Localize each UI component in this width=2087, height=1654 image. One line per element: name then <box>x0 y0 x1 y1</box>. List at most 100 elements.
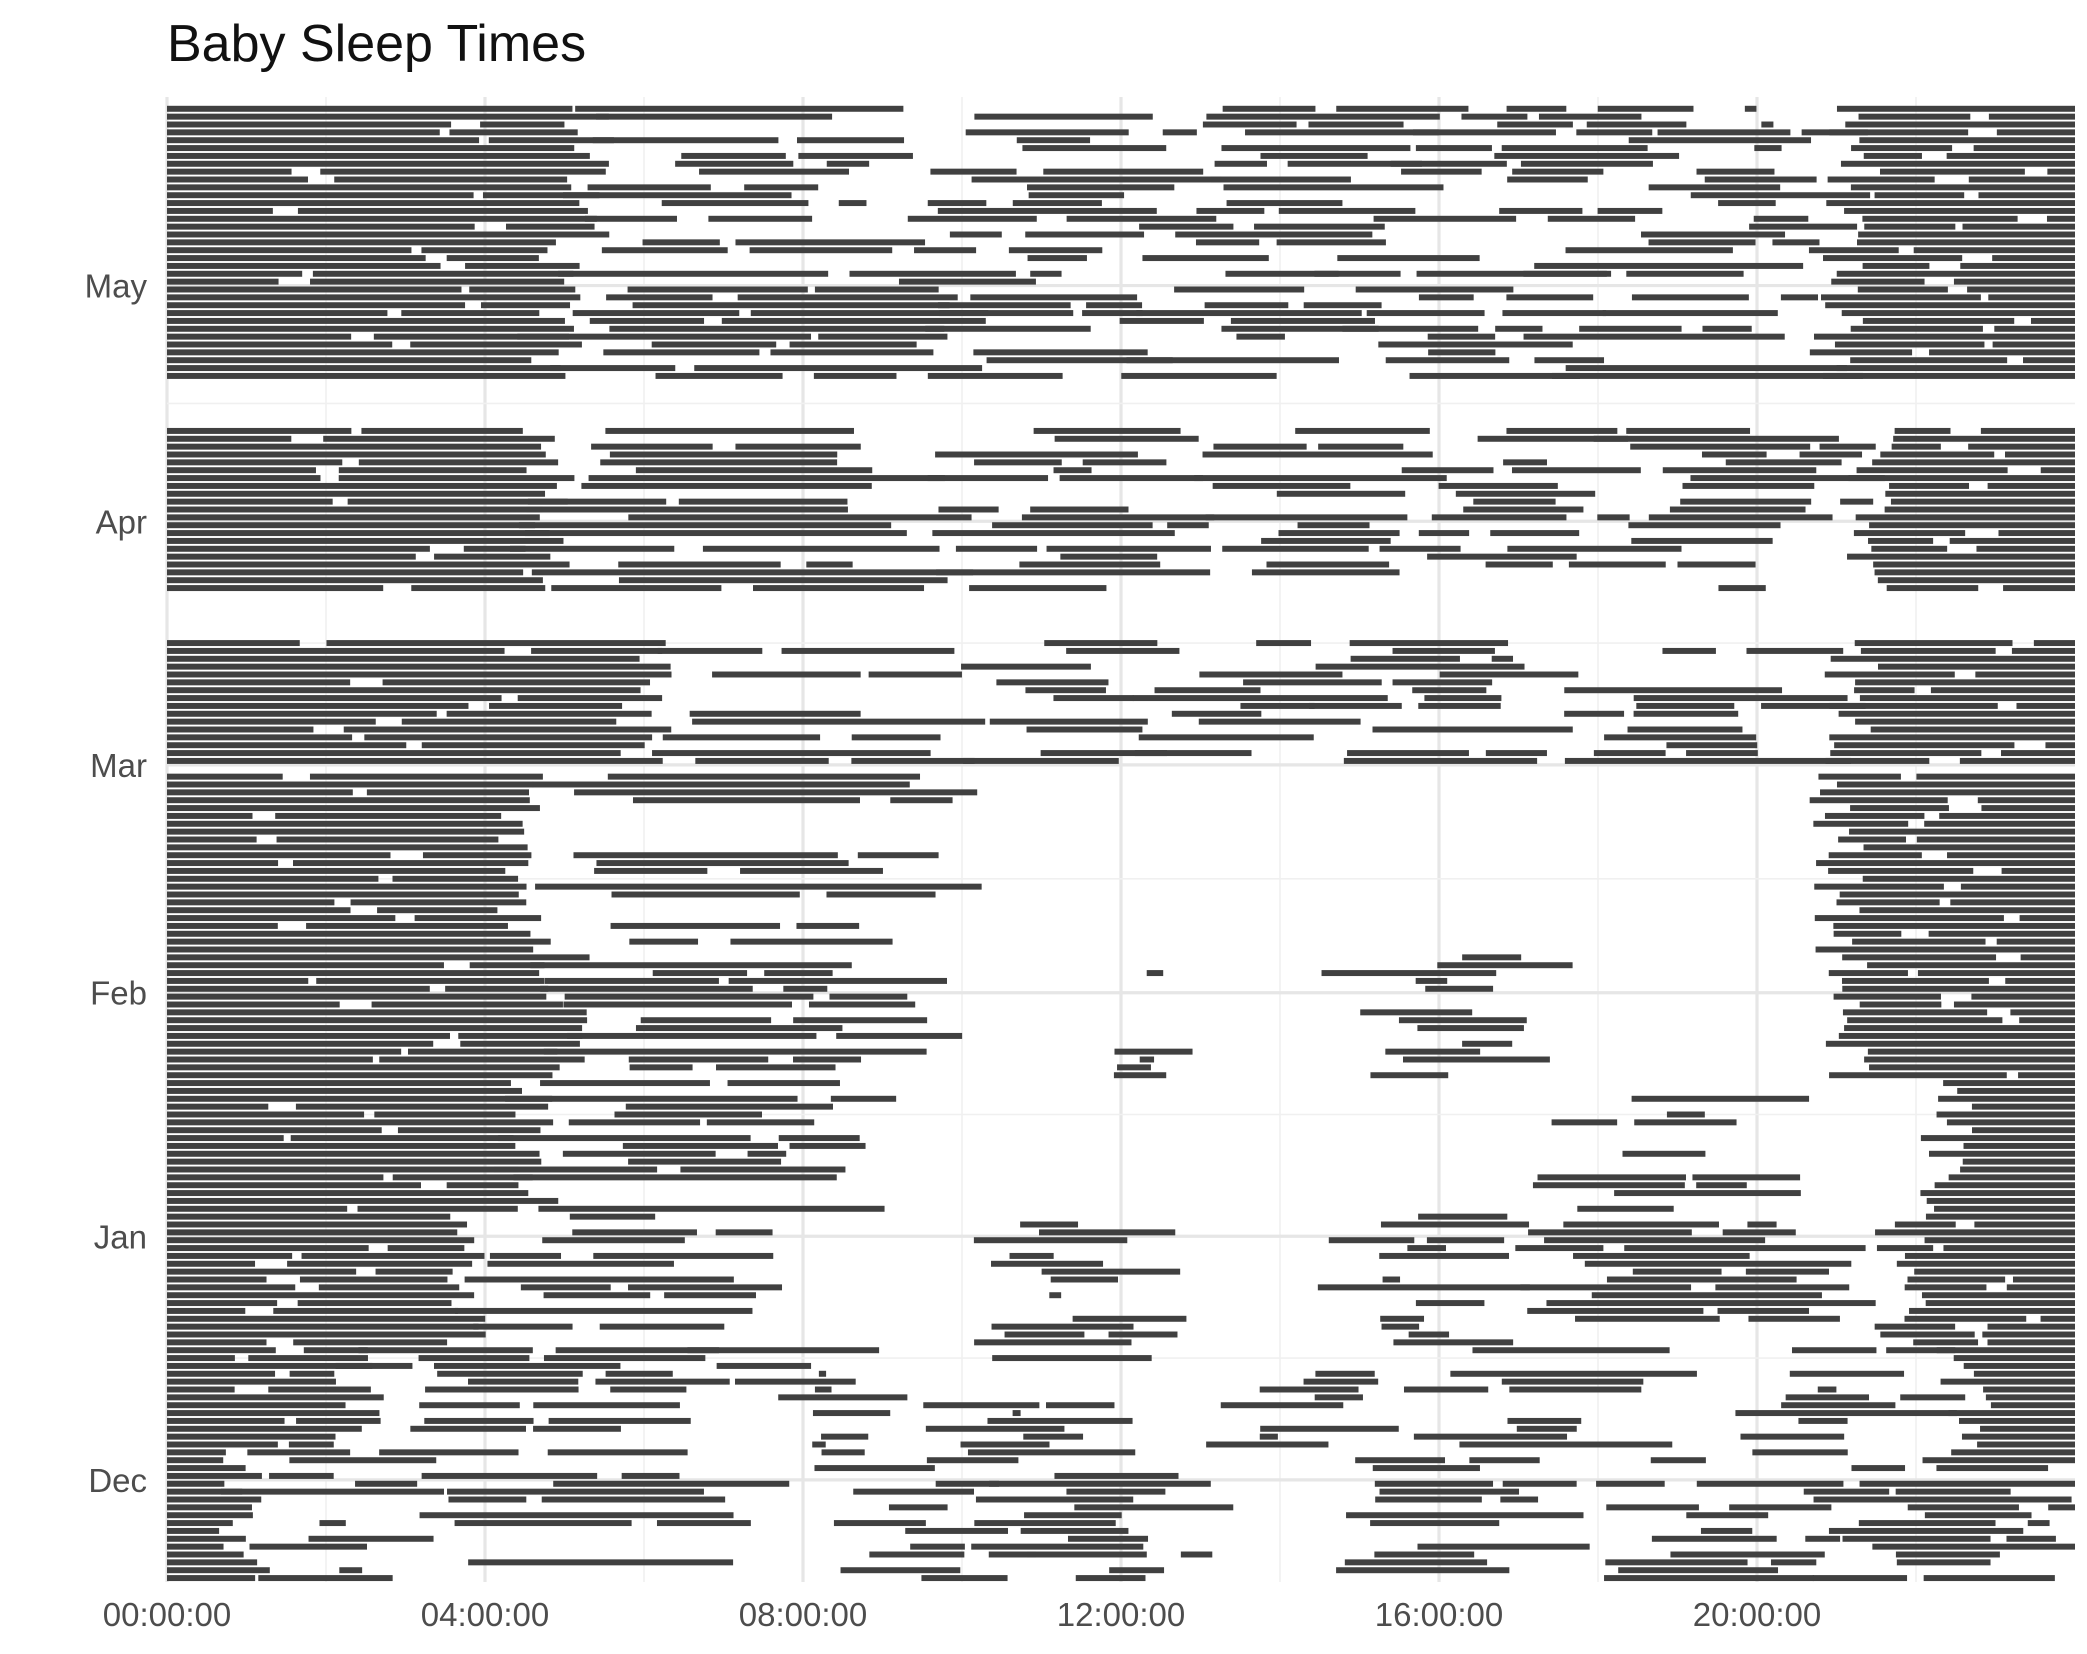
sleep-bar <box>605 1370 673 1377</box>
sleep-bar <box>1948 1174 2075 1181</box>
sleep-bar <box>167 1119 554 1126</box>
sleep-bar <box>606 294 713 301</box>
sleep-bar <box>1450 1370 1697 1377</box>
sleep-bar <box>167 475 321 482</box>
sleep-bar <box>1863 152 1922 159</box>
sleep-bar <box>167 152 590 159</box>
sleep-bar <box>524 530 907 537</box>
sleep-bar <box>424 1417 534 1424</box>
sleep-bar <box>1842 985 2075 992</box>
sleep-bar <box>1936 1111 2075 1118</box>
sleep-bar <box>652 750 931 757</box>
sleep-bar <box>468 1559 734 1566</box>
sleep-bar <box>2019 1017 2075 1024</box>
sleep-bar <box>1614 1190 1801 1197</box>
sleep-bar <box>938 506 999 513</box>
sleep-bar <box>167 247 412 254</box>
sleep-bar <box>1973 1370 2075 1377</box>
sleep-bar <box>1847 1017 2003 1024</box>
sleep-bar <box>1854 687 1915 694</box>
sleep-bar <box>446 255 539 262</box>
sleep-bar <box>167 270 303 277</box>
sleep-bar <box>419 1512 734 1519</box>
sleep-bar <box>167 1072 553 1079</box>
sleep-bar <box>1027 184 1175 191</box>
sleep-bar <box>1225 270 1339 277</box>
sleep-bar <box>1497 121 1573 128</box>
sleep-bar <box>167 985 430 992</box>
sleep-bar <box>812 1441 826 1448</box>
sleep-bar <box>1862 317 2015 324</box>
sleep-bar <box>1717 1307 1810 1314</box>
sleep-bar <box>392 875 519 882</box>
sleep-bar <box>607 773 921 780</box>
sleep-bar <box>1826 200 2075 207</box>
sleep-bar <box>1577 1205 1674 1212</box>
sleep-bar <box>621 1472 680 1479</box>
sleep-bar <box>1415 1300 1485 1307</box>
sleep-bar <box>594 867 708 874</box>
sleep-bar <box>1532 1182 1685 1189</box>
sleep-bar <box>1836 270 2075 277</box>
sleep-bar <box>1798 1417 1848 1424</box>
sleep-bar <box>926 1457 1019 1464</box>
sleep-bar <box>1833 993 1941 1000</box>
sleep-bar <box>1633 695 1848 702</box>
sleep-bar <box>167 663 671 670</box>
sleep-bar <box>975 1496 1134 1503</box>
sleep-bar <box>567 1032 817 1039</box>
sleep-bar <box>1648 514 1833 521</box>
sleep-bar <box>167 687 641 694</box>
sleep-bar <box>1907 1276 2006 1283</box>
sleep-bar <box>167 1268 357 1275</box>
sleep-bar <box>167 1135 284 1142</box>
sleep-bar <box>716 1064 836 1071</box>
sleep-bar <box>358 1347 533 1354</box>
sleep-bar <box>1998 530 2075 537</box>
sleep-bar <box>628 1284 783 1291</box>
sleep-bar <box>1949 537 2075 544</box>
sleep-bar <box>1222 545 1369 552</box>
sleep-bar <box>1803 1488 1890 1495</box>
sleep-bar <box>1862 875 2075 882</box>
sleep-bar <box>1914 1268 2075 1275</box>
sleep-bar <box>1046 545 1211 552</box>
sleep-bar <box>1896 1559 1991 1566</box>
sleep-bar <box>468 1378 579 1385</box>
sleep-bar <box>464 1276 734 1283</box>
sleep-bar <box>1511 467 1641 474</box>
sleep-bar <box>1126 357 1339 364</box>
sleep-bar <box>1829 734 2075 741</box>
sleep-bar <box>258 1575 393 1582</box>
sleep-bar <box>167 427 352 434</box>
sleep-bar <box>1360 1009 1473 1016</box>
y-tick-label-apr: Apr <box>96 503 147 540</box>
sleep-bar <box>167 1575 256 1582</box>
sleep-bar <box>167 1386 235 1393</box>
sleep-bar <box>275 812 502 819</box>
sleep-bar <box>1841 977 1989 984</box>
sleep-bar <box>609 451 838 458</box>
sleep-bar <box>1749 223 1858 230</box>
sleep-bar <box>1770 1559 1817 1566</box>
sleep-bar <box>1438 482 1558 489</box>
sleep-bar <box>1859 137 2075 144</box>
sleep-bar <box>296 1417 381 1424</box>
sleep-bar <box>167 176 308 183</box>
sleep-bar <box>1206 113 1440 120</box>
sleep-bar <box>1628 522 1781 529</box>
sleep-bar <box>588 475 945 482</box>
sleep-bar <box>960 1441 1050 1448</box>
sleep-bar <box>1880 1331 1975 1338</box>
sleep-bar <box>1501 1378 1644 1385</box>
sleep-bar <box>1858 113 1971 120</box>
sleep-bar <box>454 1520 632 1527</box>
sleep-bar <box>1631 1095 1810 1102</box>
sleep-bar <box>276 836 499 843</box>
sleep-bar <box>1565 365 1847 372</box>
sleep-bar <box>312 270 574 277</box>
sleep-bar <box>1113 1072 1167 1079</box>
sleep-bar <box>1025 231 1145 238</box>
sleep-bar <box>1506 294 1594 301</box>
sleep-bar <box>167 317 565 324</box>
